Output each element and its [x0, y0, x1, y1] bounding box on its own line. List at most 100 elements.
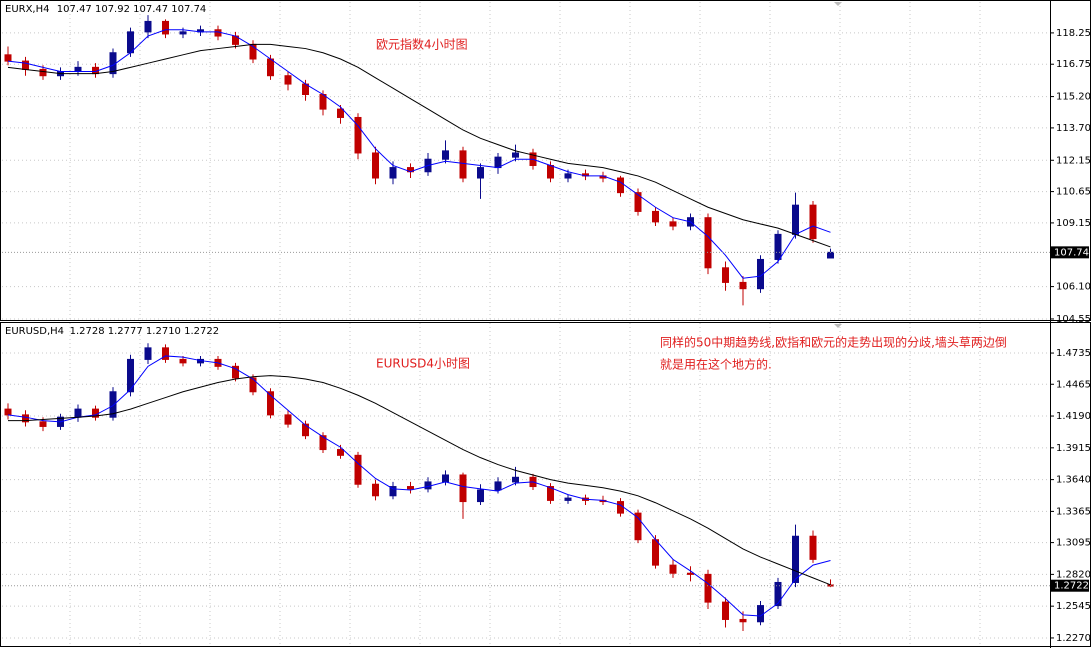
y-tick-label: 1.2820: [1056, 569, 1091, 580]
candle-body: [337, 449, 344, 456]
candle-body: [792, 535, 799, 583]
candle-body: [144, 20, 152, 33]
y-tick-label: 1.3365: [1056, 506, 1091, 517]
candle-body: [214, 29, 222, 37]
candle-body: [267, 391, 274, 416]
candle-body: [739, 281, 747, 290]
candle-body: [39, 68, 47, 77]
panel-frame: [0, 322, 1091, 647]
candle-body: [127, 358, 134, 393]
candle-body: [792, 204, 799, 235]
candle-body: [4, 54, 12, 62]
candle-body: [302, 423, 309, 437]
y-tick-label: 110.65: [1056, 187, 1091, 198]
candle-body: [494, 481, 502, 491]
candle-body: [617, 177, 624, 194]
candle-body: [512, 476, 519, 483]
candle-body: [774, 233, 782, 260]
candle-body: [319, 93, 327, 110]
candle-body: [494, 156, 502, 169]
y-tick-label: 104.55: [1056, 314, 1091, 325]
candle-body: [162, 20, 169, 35]
candle-body: [22, 414, 29, 423]
panel-title: EURX,H4: [5, 4, 50, 15]
candle-body: [669, 564, 677, 574]
candle-body: [652, 210, 659, 223]
last-price-box: [1051, 579, 1089, 592]
ohlc-label: 1.2728 1.2777 1.2710 1.2722: [70, 326, 220, 337]
candle-body: [284, 75, 292, 85]
y-tick-label: 106.10: [1056, 282, 1091, 293]
candle-body: [459, 474, 467, 503]
candle-body: [179, 31, 187, 35]
y-tick-label: 1.3095: [1056, 538, 1091, 549]
y-tick-label: 109.15: [1056, 218, 1091, 229]
candle-body: [704, 573, 712, 603]
candle-body: [389, 167, 397, 179]
y-tick-label: 115.20: [1056, 92, 1091, 103]
candle-body: [722, 601, 729, 620]
y-tick-label: 1.2545: [1056, 601, 1091, 612]
annotation: 同样的50中期趋势线,欧指和欧元的走势出现的分歧,墙头草两边倒: [660, 335, 1007, 350]
candle-body: [354, 116, 362, 154]
marker: [834, 324, 842, 328]
candle-body: [22, 60, 29, 70]
candle-body: [809, 535, 817, 560]
last-price-label: 1.2722: [1054, 581, 1089, 592]
candle-body: [162, 347, 169, 360]
candle-body: [424, 481, 432, 490]
candle-body: [739, 618, 747, 623]
moving-average: [7, 29, 831, 279]
candle-body: [232, 365, 239, 379]
candle-body: [144, 347, 152, 360]
candle-body: [337, 108, 344, 118]
panel-title: EURUSD,H4: [5, 326, 64, 337]
candle-body: [512, 152, 519, 158]
candle-body: [669, 221, 677, 227]
candle-body: [459, 150, 467, 179]
y-tick-label: 1.2270: [1056, 633, 1091, 644]
y-tick-label: 1.4190: [1056, 411, 1091, 422]
candle-body: [564, 497, 572, 501]
candle-body: [634, 512, 642, 541]
candle-body: [4, 408, 12, 416]
candle-body: [809, 204, 817, 240]
y-tick-label: 116.75: [1056, 59, 1091, 70]
candle-body: [74, 66, 82, 73]
y-tick-label: 112.15: [1056, 155, 1091, 166]
y-tick-label: 113.70: [1056, 123, 1091, 134]
y-tick-label: 1.3640: [1056, 475, 1091, 486]
last-price-box: [1051, 246, 1089, 259]
candle-body: [372, 483, 379, 497]
annotation: 就是用在这个地方的.: [660, 357, 772, 372]
candle-body: [74, 408, 82, 418]
candle-body: [372, 152, 379, 179]
moving-average: [7, 355, 831, 617]
candle-body: [477, 489, 484, 503]
candle-body: [407, 486, 414, 490]
candle-body: [179, 358, 187, 364]
annotation: EURUSD4小时图: [376, 357, 470, 371]
candle-body: [249, 377, 257, 393]
moving-average: [7, 43, 831, 248]
y-tick-label: 1.3915: [1056, 443, 1091, 454]
candle-body: [547, 164, 554, 179]
candle-body: [652, 539, 659, 566]
candle-body: [39, 421, 47, 427]
candle-body: [774, 581, 782, 607]
candle-body: [617, 501, 624, 514]
y-tick-label: 1.4465: [1056, 379, 1091, 390]
candle-body: [127, 31, 134, 54]
candle-body: [389, 486, 397, 497]
candle-body: [319, 435, 327, 451]
candle-body: [757, 605, 764, 623]
candle-body: [477, 167, 484, 179]
moving-average: [8, 375, 831, 586]
candle-body: [109, 391, 117, 418]
candle-body: [634, 192, 642, 212]
y-tick-label: 118.25: [1056, 28, 1091, 39]
candle-body: [704, 217, 712, 269]
candle-body: [722, 267, 729, 283]
candle-body: [442, 474, 449, 483]
annotation: 欧元指数4小时图: [376, 37, 468, 52]
